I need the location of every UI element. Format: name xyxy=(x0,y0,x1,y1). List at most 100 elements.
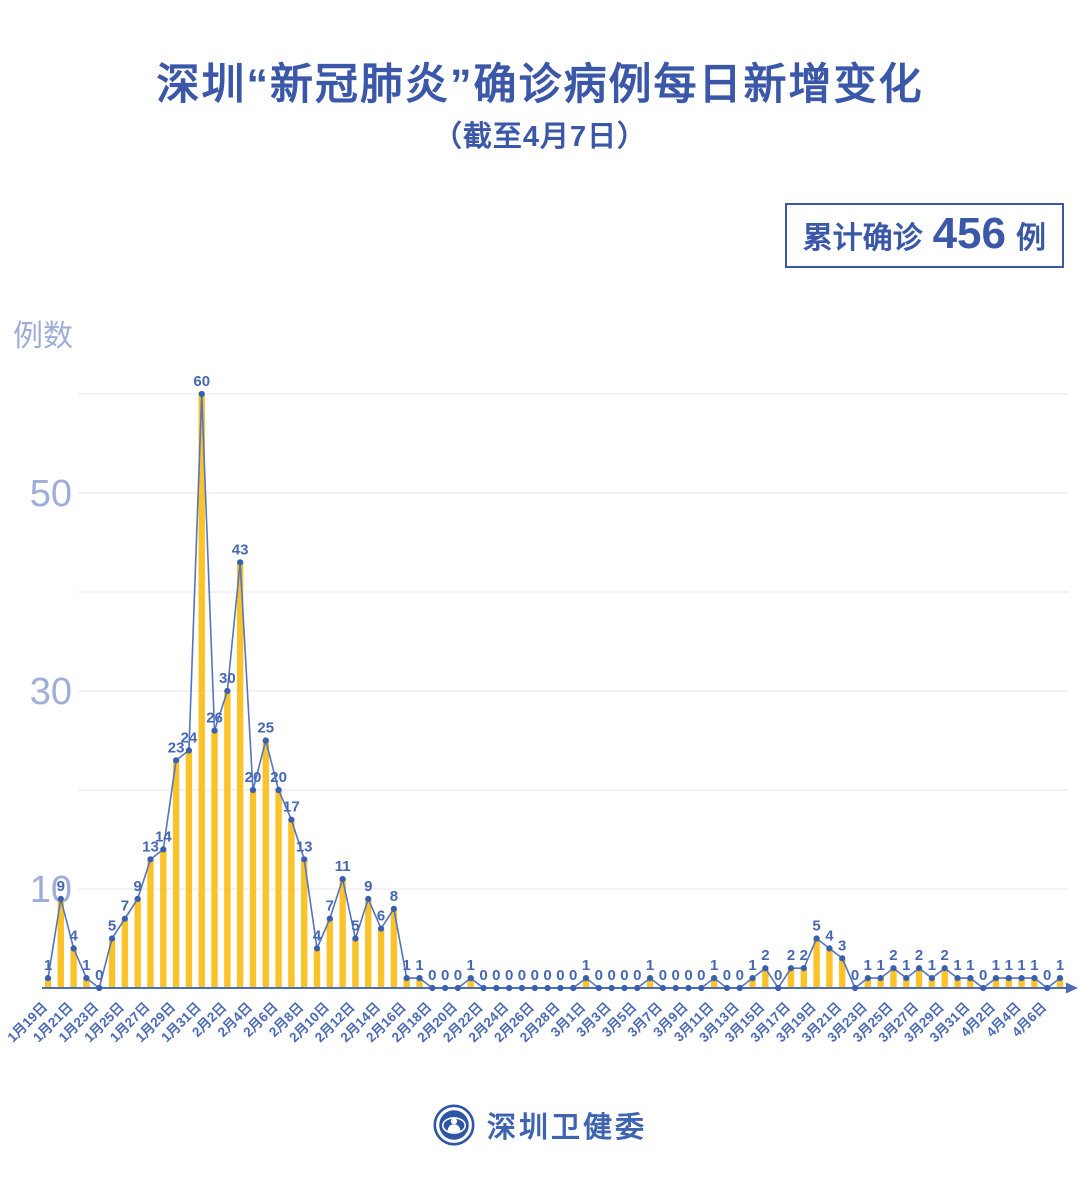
bar xyxy=(326,918,334,988)
data-point xyxy=(595,984,602,992)
bar xyxy=(70,948,77,988)
value-label: 5 xyxy=(812,918,820,935)
bar xyxy=(1031,978,1038,988)
value-label: 0 xyxy=(774,967,782,984)
value-label: 0 xyxy=(1043,967,1051,984)
data-point xyxy=(980,984,987,992)
badge-count: 456 xyxy=(932,209,1006,258)
bar xyxy=(1056,978,1064,988)
value-label: 2 xyxy=(787,947,795,964)
data-point xyxy=(237,559,244,566)
data-point xyxy=(621,984,628,992)
value-label: 0 xyxy=(684,967,692,984)
value-label: 26 xyxy=(206,710,223,727)
value-label: 0 xyxy=(454,967,462,984)
bar xyxy=(749,978,756,988)
value-label: 1 xyxy=(902,957,910,974)
bar xyxy=(57,898,65,988)
value-label: 24 xyxy=(181,729,198,746)
data-point xyxy=(44,975,52,982)
value-label: 30 xyxy=(219,670,236,687)
data-point xyxy=(659,984,666,992)
ytick-label: 10 xyxy=(30,869,72,911)
value-label: 0 xyxy=(979,967,987,984)
bar xyxy=(147,859,154,988)
data-point xyxy=(954,975,961,982)
bar xyxy=(416,978,423,988)
data-point xyxy=(185,747,193,754)
bar xyxy=(211,730,218,988)
value-label: 0 xyxy=(633,967,641,984)
bar xyxy=(275,790,282,988)
bar xyxy=(1018,978,1025,988)
bar xyxy=(44,978,52,988)
data-point xyxy=(762,965,769,972)
value-label: 0 xyxy=(659,967,667,984)
data-point xyxy=(967,975,974,982)
data-point xyxy=(582,975,590,982)
value-label: 0 xyxy=(556,967,564,984)
data-point xyxy=(723,984,731,992)
value-label: 0 xyxy=(736,967,744,984)
bar xyxy=(403,978,410,988)
value-label: 13 xyxy=(142,838,159,855)
value-label: 1 xyxy=(992,957,1000,974)
data-point xyxy=(928,975,935,982)
footer-org-name: 深圳卫健委 xyxy=(486,1112,647,1144)
bar xyxy=(864,978,872,988)
bar xyxy=(160,849,167,988)
bar xyxy=(313,948,321,988)
value-label: 3 xyxy=(838,937,846,954)
value-label: 1 xyxy=(582,957,590,974)
data-point xyxy=(467,975,474,982)
ytick-label: 50 xyxy=(30,473,72,515)
data-point xyxy=(518,984,526,992)
data-point xyxy=(429,984,436,992)
y-axis-title: 例数 xyxy=(13,320,73,353)
value-label: 0 xyxy=(543,967,551,984)
data-point xyxy=(57,895,64,903)
value-label: 17 xyxy=(283,799,300,816)
bar xyxy=(236,562,244,988)
bar xyxy=(826,948,833,988)
shenzhen-health-commission-emblem-icon xyxy=(433,1104,475,1146)
data-point xyxy=(121,915,128,922)
value-label: 60 xyxy=(193,373,210,390)
data-point xyxy=(313,945,321,952)
data-point xyxy=(262,737,269,744)
data-point xyxy=(634,984,641,992)
bar xyxy=(787,968,795,988)
value-label: 13 xyxy=(296,838,313,855)
bar xyxy=(941,968,948,988)
data-point xyxy=(147,856,154,863)
value-label: 1 xyxy=(82,957,90,974)
value-label: 0 xyxy=(851,967,859,984)
bar xyxy=(928,978,936,988)
bar xyxy=(992,978,1000,988)
value-label: 1 xyxy=(953,957,961,974)
data-point xyxy=(83,975,90,982)
value-label: 2 xyxy=(915,947,923,964)
data-point xyxy=(96,984,103,992)
value-label: 0 xyxy=(620,967,628,984)
data-point xyxy=(442,984,449,992)
bar xyxy=(467,978,474,988)
value-label: 0 xyxy=(505,967,513,984)
value-label: 1 xyxy=(44,957,52,974)
value-label: 1 xyxy=(710,957,718,974)
value-label: 1 xyxy=(876,957,884,974)
value-label: 1 xyxy=(467,957,475,974)
value-label: 25 xyxy=(257,720,274,737)
bar xyxy=(390,908,398,988)
data-point xyxy=(531,984,538,992)
bar xyxy=(249,790,257,988)
bar xyxy=(352,938,359,988)
value-label: 6 xyxy=(377,908,385,925)
data-point xyxy=(275,786,282,794)
value-label: 1 xyxy=(1005,957,1013,974)
data-point xyxy=(108,935,116,942)
data-point xyxy=(70,945,77,952)
data-point xyxy=(1005,975,1012,982)
data-point xyxy=(992,975,1000,982)
data-point xyxy=(1031,975,1038,982)
